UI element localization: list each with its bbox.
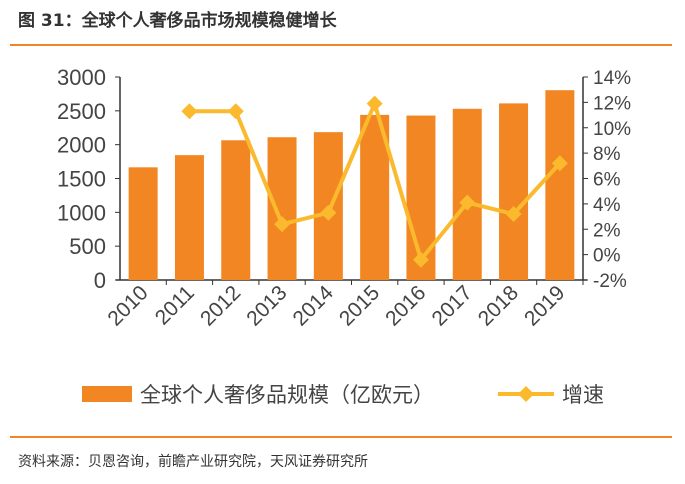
top-divider <box>10 44 672 46</box>
right-tick-label: 2% <box>593 220 621 241</box>
bottom-divider <box>10 436 672 438</box>
growth-marker <box>459 194 476 211</box>
right-tick-label: 6% <box>593 170 621 191</box>
bar-2010 <box>128 167 158 280</box>
growth-marker <box>274 216 291 233</box>
right-tick-label: 12% <box>593 93 631 114</box>
growth-marker <box>505 206 522 223</box>
right-tick-label: 14% <box>593 68 631 89</box>
x-tick-label: 2012 <box>196 281 245 330</box>
x-tick-label: 2015 <box>335 281 384 330</box>
x-tick-label: 2011 <box>151 281 199 329</box>
source-note: 资料来源：贝恩咨询，前瞻产业研究院，天风证券研究所 <box>18 454 368 470</box>
bar-2017 <box>452 108 482 280</box>
x-tick-label: 2018 <box>474 281 523 330</box>
right-tick-label: 4% <box>593 195 621 216</box>
left-tick-label: 500 <box>69 234 106 259</box>
bar-2012 <box>221 140 251 280</box>
chart: 0 500 1000 1500 2000 2500 3000 -2% 0% 2% 4% 6% 8% 10%… <box>57 65 631 407</box>
bar-2011 <box>174 155 204 280</box>
legend-line-marker <box>518 386 534 402</box>
x-tick-label: 2013 <box>242 281 291 330</box>
growth-marker <box>551 155 568 172</box>
legend-bar-label: 全球个人奢侈品规模（亿欧元） <box>140 384 434 407</box>
legend-line-label: 增速 <box>562 384 604 407</box>
bar-2018 <box>499 103 529 280</box>
right-tick-label: 8% <box>593 144 621 165</box>
right-tick-label: -2% <box>593 271 627 292</box>
legend-bar-swatch <box>82 386 132 402</box>
bar-2019 <box>545 90 575 280</box>
x-tick-label: 2016 <box>381 281 430 330</box>
growth-marker <box>181 103 198 120</box>
figure-title: 图 31：全球个人奢侈品市场规模稳健增长 <box>18 11 337 31</box>
x-tick-label: 2014 <box>289 281 339 331</box>
right-tick-label: 0% <box>593 246 621 267</box>
growth-marker <box>320 204 337 221</box>
left-tick-label: 3000 <box>57 65 106 90</box>
growth-marker <box>227 103 244 120</box>
bar-2013 <box>267 137 297 280</box>
growth-marker <box>366 95 383 112</box>
x-tick-label: 2019 <box>520 281 569 330</box>
left-tick-label: 0 <box>94 268 106 293</box>
x-tick-label: 2010 <box>103 281 152 330</box>
x-tick-label: 2017 <box>427 281 476 330</box>
right-tick-label: 10% <box>593 119 631 140</box>
left-tick-label: 2500 <box>57 99 106 124</box>
left-tick-label: 1500 <box>57 167 106 192</box>
left-tick-label: 1000 <box>57 200 106 225</box>
growth-marker <box>412 251 429 268</box>
left-tick-label: 2000 <box>57 133 106 158</box>
